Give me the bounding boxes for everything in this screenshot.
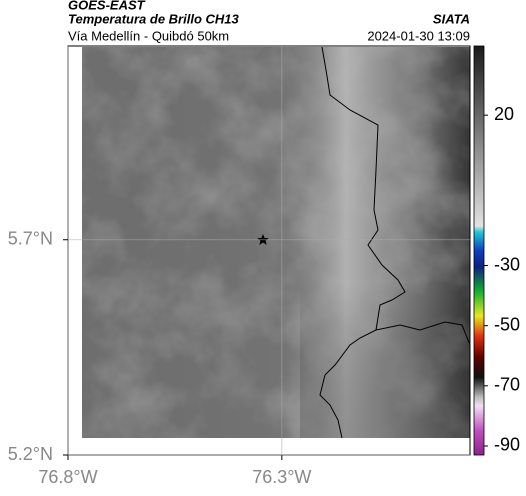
colorbar-tick-label: -50 (494, 314, 520, 334)
source: GOES-EAST (68, 0, 146, 12)
title: Temperatura de Brillo CH13 (68, 11, 240, 26)
brand: SIATA (433, 11, 470, 26)
x-tick-label: 76.3°W (252, 467, 311, 487)
y-tick-label: 5.2°N (8, 444, 53, 464)
y-tick-label: 5.7°N (8, 228, 53, 248)
colorbar-tick-label: 20 (494, 104, 514, 124)
colorbar-tick-label: -90 (494, 435, 520, 455)
satellite-image (82, 47, 470, 438)
colorbar-tick-label: -70 (494, 375, 520, 395)
subtitle: Vía Medellín - Quibdó 50km (68, 28, 229, 43)
colorbar-tick-label: -30 (494, 254, 520, 274)
colorbar (473, 45, 485, 456)
x-tick-label: 76.8°W (38, 467, 97, 487)
datetime: 2024-01-30 13:09 (367, 28, 470, 43)
